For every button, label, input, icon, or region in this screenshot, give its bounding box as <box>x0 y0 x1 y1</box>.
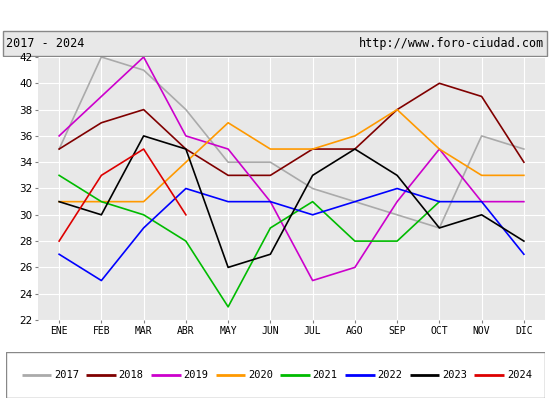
Text: 2022: 2022 <box>377 370 403 380</box>
FancyBboxPatch shape <box>6 352 544 398</box>
Text: 2023: 2023 <box>442 370 467 380</box>
Text: 2019: 2019 <box>183 370 208 380</box>
Text: 2020: 2020 <box>248 370 273 380</box>
Text: 2024: 2024 <box>507 370 532 380</box>
Text: 2021: 2021 <box>313 370 338 380</box>
FancyBboxPatch shape <box>3 31 547 56</box>
Text: 2018: 2018 <box>119 370 144 380</box>
Text: 2017 - 2024: 2017 - 2024 <box>6 37 84 50</box>
Text: Evolucion del paro registrado en Trucios-Turtzioz: Evolucion del paro registrado en Trucios… <box>60 8 490 24</box>
Text: http://www.foro-ciudad.com: http://www.foro-ciudad.com <box>359 37 544 50</box>
Text: 2017: 2017 <box>54 370 79 380</box>
